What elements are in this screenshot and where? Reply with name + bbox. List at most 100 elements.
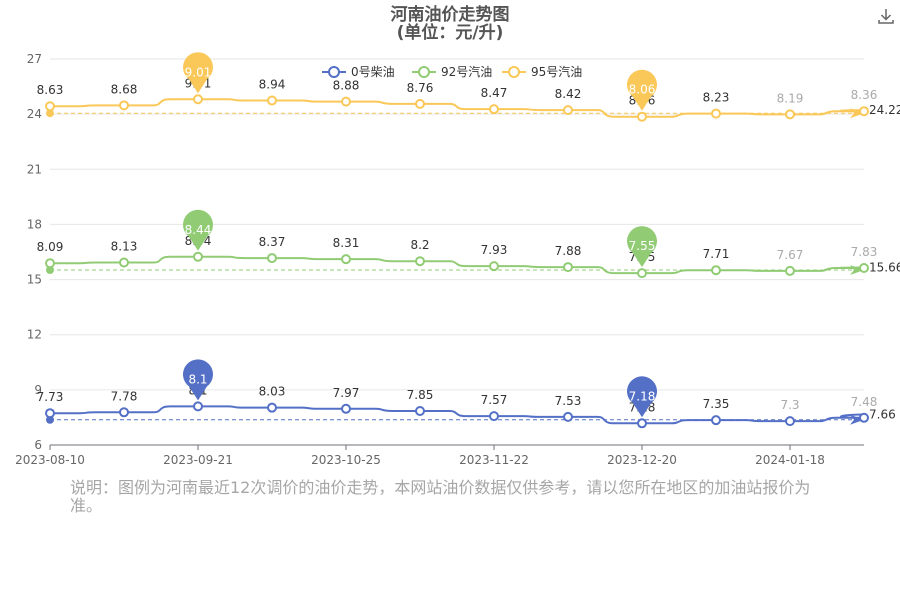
- data-label: 8.36: [851, 88, 878, 102]
- legend-marker: [418, 66, 430, 78]
- data-label: 7.88: [555, 244, 582, 258]
- max-pin: [183, 359, 213, 401]
- data-point: [341, 96, 351, 107]
- data-point: [193, 401, 203, 412]
- y-axis: 6 9 12 15 18 21 24 27: [27, 52, 42, 452]
- y-tick-label: 6: [34, 438, 42, 452]
- max-pin: [183, 52, 214, 94]
- series-2[interactable]: 8.63 8.68 9.01 8.94 8.88 8.76 8.47 8.42 8.06 8.23…: [37, 52, 900, 122]
- grid-lines: [50, 58, 864, 391]
- y-tick-label: 15: [27, 273, 42, 287]
- data-point: [563, 411, 573, 422]
- data-label: 7.53: [555, 394, 582, 408]
- data-point: [563, 105, 573, 116]
- average-start-marker: [46, 265, 54, 274]
- end-value-label: 7.66: [869, 407, 896, 421]
- x-tick-label: 2023-12-20: [607, 453, 677, 467]
- series-line: [50, 255, 865, 275]
- y-tick-label: 24: [27, 107, 42, 121]
- data-point: [267, 253, 277, 264]
- min-pin-label: 7.55: [629, 239, 656, 253]
- data-label: 8.03: [259, 385, 286, 399]
- legend-label: 92号汽油: [441, 64, 492, 79]
- x-tick-label: 2023-08-10: [15, 453, 85, 467]
- data-point: [859, 106, 869, 117]
- data-label: 8.47: [481, 86, 508, 100]
- data-label: 8.68: [111, 82, 138, 96]
- data-point: [859, 412, 869, 423]
- series-0[interactable]: 7.73 7.78 8.1 8.03 7.97 7.85 7.57 7.53 7.18 7.35 7…: [37, 359, 896, 429]
- x-tick-label: 2024-01-18: [755, 453, 825, 467]
- x-tick-label: 2023-11-22: [459, 453, 529, 467]
- data-label: 7.57: [481, 393, 508, 407]
- data-point: [785, 416, 795, 427]
- data-label: 8.13: [111, 239, 138, 253]
- legend-label: 95号汽油: [531, 64, 582, 79]
- data-point: [193, 94, 203, 105]
- legend-item-0[interactable]: 0号柴油: [322, 65, 395, 79]
- max-pin-label: 9.01: [185, 65, 212, 79]
- y-tick-label: 21: [27, 162, 42, 176]
- data-label: 7.3: [780, 398, 799, 412]
- y-tick-label: 18: [27, 217, 42, 231]
- data-point: [489, 104, 499, 115]
- min-pin-label: 7.18: [629, 389, 656, 403]
- data-label: 8.94: [259, 78, 286, 92]
- legend-label: 0号柴油: [351, 65, 395, 79]
- legend-item-2[interactable]: 95号汽油: [502, 64, 582, 79]
- data-label: 8.23: [703, 91, 730, 105]
- min-pin: [627, 376, 658, 418]
- data-label: 7.35: [703, 397, 730, 411]
- x-tick-label: 2023-09-21: [163, 453, 233, 467]
- data-point: [637, 111, 647, 122]
- max-pin: [183, 209, 214, 251]
- data-point: [711, 265, 721, 276]
- data-label: 8.19: [777, 91, 804, 105]
- data-label: 8.2: [410, 238, 429, 252]
- data-point: [637, 268, 647, 279]
- legend-item-1[interactable]: 92号汽油: [412, 64, 492, 79]
- data-point: [341, 403, 351, 414]
- data-point: [415, 405, 425, 416]
- data-point: [489, 261, 499, 272]
- end-value-label: 24.22: [869, 103, 900, 117]
- data-label: 8.31: [333, 236, 360, 250]
- chart-note: 说明：图例为河南最近12次调价的油价走势，本网站油价数据仅供参考，请以您所在地区…: [70, 478, 811, 515]
- data-label: 8.09: [37, 240, 64, 254]
- data-point: [489, 411, 499, 422]
- legend-marker: [508, 66, 520, 78]
- legend[interactable]: 0号柴油 92号汽油 95号汽油: [322, 64, 582, 79]
- data-point: [415, 98, 425, 109]
- data-label: 7.83: [851, 245, 878, 259]
- y-tick-label: 27: [27, 52, 42, 66]
- data-label: 8.42: [555, 87, 582, 101]
- end-value-label: 15.66: [869, 260, 900, 274]
- data-point: [341, 254, 351, 265]
- x-tick-label: 2023-10-25: [311, 453, 381, 467]
- data-point: [637, 418, 647, 429]
- data-point: [711, 415, 721, 426]
- data-label: 7.71: [703, 247, 730, 261]
- average-end-arrow: [850, 414, 864, 425]
- chart-subtitle: (单位：元/升): [397, 22, 504, 43]
- download-icon[interactable]: [875, 5, 897, 27]
- min-pin: [627, 226, 658, 268]
- data-point: [45, 101, 55, 112]
- max-pin-label: 8.1: [188, 372, 207, 386]
- data-label: 7.97: [333, 386, 360, 400]
- data-point: [859, 262, 869, 273]
- data-point: [45, 408, 55, 419]
- data-point: [563, 262, 573, 273]
- data-label: 7.85: [407, 388, 434, 402]
- data-point: [267, 402, 277, 413]
- data-label: 8.37: [259, 235, 286, 249]
- average-start-marker: [46, 415, 54, 424]
- data-label: 8.76: [407, 81, 434, 95]
- series-1[interactable]: 8.09 8.13 8.44 8.37 8.31 8.2 7.93 7.88 7.55 7.71 7…: [37, 209, 900, 279]
- average-end-arrow: [850, 108, 864, 119]
- series-layer: 7.73 7.78 8.1 8.03 7.97 7.85 7.57 7.53 7.18 7.35 7…: [37, 52, 900, 429]
- data-point: [119, 257, 129, 268]
- data-point: [785, 265, 795, 276]
- data-label: 7.78: [111, 389, 138, 403]
